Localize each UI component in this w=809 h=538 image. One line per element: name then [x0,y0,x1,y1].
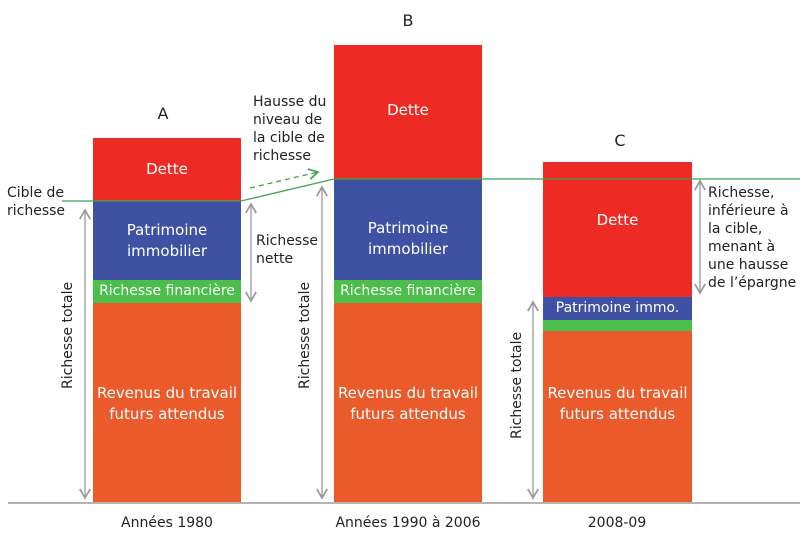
target-rise-label: Hausse du niveau de la cible de richesse [253,94,327,164]
net-wealth-label: Richesse nette [256,233,319,267]
below-target-label: Richesse, inférieure à la cible, menant … [708,185,797,291]
bar-a-patrimoine [93,201,241,280]
bar-b-financiere-label: Richesse financière [340,283,476,299]
period-b: Années 1990 à 2006 [335,515,481,531]
bar-a-financiere [93,280,241,303]
bar-b-revenus-label: Revenus du travail futurs attendus [337,384,479,423]
target-line [62,178,800,202]
target-label: Cible de richesse [7,185,66,219]
bar-a-revenus-label: Revenus du travail futurs attendus [96,384,238,423]
bar-b-dette-label: Dette [387,101,429,119]
bar-b-dette [334,45,482,179]
bar-c-patrimoine-label: Patrimoine immo. [555,300,680,316]
period-a: Années 1980 [121,515,213,531]
bar-c-revenus-label: Revenus du travail futurs attendus [547,384,688,423]
bar-a-letter: A [157,104,169,123]
total-label-b: Richesse totale [297,281,313,389]
bar-a-financiere-label: Richesse financière [99,283,235,299]
bar-c-letter: C [614,131,626,150]
bar-b-financiere [334,280,482,303]
period-c: 2008-09 [587,515,647,531]
bar-c-patrimoine [543,297,692,320]
bar-b-revenus [334,303,482,502]
bar-c-revenus [543,331,692,502]
bar-a-revenus [93,303,241,502]
total-label-c: Richesse totale [509,331,525,439]
bar-b-letter: B [402,11,414,30]
bar-c-dette-label: Dette [596,211,639,229]
bar-b-patrimoine [334,179,482,280]
bar-b-patrimoine-label: Patrimoine immobilier [367,219,449,258]
total-label-a: Richesse totale [60,281,76,389]
bar-a-patrimoine-label: Patrimoine immobilier [126,221,208,260]
bar-a-dette-label: Dette [146,160,188,178]
bar-c-financiere [543,320,692,331]
target-rise-arrow [249,168,320,189]
bar-c-dette [543,162,692,297]
bar-a-dette [93,138,241,201]
